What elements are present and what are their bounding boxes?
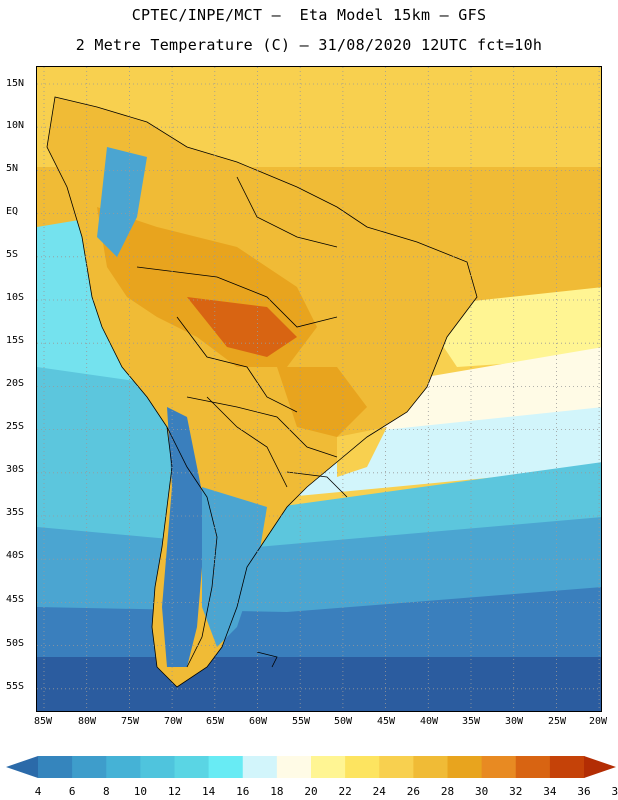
lon-label: 25W <box>547 716 567 727</box>
colorbar-cell <box>311 756 346 778</box>
map-title: CPTEC/INPE/MCT – Eta Model 15km – GFS <box>131 6 487 24</box>
colorbar-cell <box>549 756 585 778</box>
colorbar-cell <box>140 756 175 778</box>
colorbar-cell <box>106 756 141 778</box>
colorbar-cell <box>242 756 278 778</box>
colorbar-arrow-right <box>584 756 616 778</box>
lon-label: 55W <box>291 716 311 727</box>
lat-label: 50S <box>6 638 25 649</box>
country-borders <box>46 96 478 688</box>
lon-label: 60W <box>248 716 268 727</box>
lat-label: 30S <box>6 464 25 475</box>
lon-label: 30W <box>504 716 524 727</box>
colorbar-label: 30 <box>475 785 489 798</box>
ocean-band <box>37 657 601 711</box>
border-line <box>256 651 278 668</box>
colorbar-label: 26 <box>406 785 420 798</box>
colorbar-label: 14 <box>202 785 216 798</box>
colorbar-cell <box>208 756 244 778</box>
border-line <box>136 266 338 328</box>
border-line <box>236 176 338 248</box>
border-line <box>206 396 288 488</box>
lon-label: 40W <box>419 716 439 727</box>
lon-label: 45W <box>376 716 396 727</box>
lon-label: 20W <box>588 716 608 727</box>
colorbar-cell <box>38 756 73 778</box>
land-field <box>47 97 477 687</box>
lat-label: 25S <box>6 421 25 432</box>
colorbar-label: 22 <box>338 785 352 798</box>
colorbar-label: 20 <box>304 785 318 798</box>
colorbar-label: 36 <box>577 785 591 798</box>
colorbar-cell <box>276 756 312 778</box>
colorbar-label: 8 <box>102 785 110 798</box>
lat-label: 20S <box>6 378 25 389</box>
colorbar-cell <box>345 756 380 778</box>
coastline <box>46 96 478 688</box>
border-line <box>286 471 348 498</box>
colorbar-label: 10 <box>133 785 147 798</box>
patagonia-cool <box>202 487 267 647</box>
border-line <box>186 396 338 458</box>
northern-andes <box>97 147 147 257</box>
lat-label: 5N <box>6 163 19 174</box>
hot-region-south <box>277 367 367 437</box>
colorbar <box>6 756 616 778</box>
colorbar-cell <box>481 756 517 778</box>
lon-label: 70W <box>163 716 183 727</box>
colorbar-arrow-left <box>6 756 38 778</box>
temperature-legend: 4 6 8 10 12 14 16 18 20 22 24 26 28 30 32 34 36 38 <box>0 750 618 800</box>
colorbar-label: 32 <box>509 785 523 798</box>
lon-label: 80W <box>77 716 97 727</box>
colorbar-cell <box>174 756 210 778</box>
lon-label: 65W <box>205 716 225 727</box>
colorbar-label: 12 <box>167 785 182 798</box>
lat-label: 10N <box>6 120 25 131</box>
colorbar-label: 4 <box>34 785 42 798</box>
colorbar-label: 38 <box>611 785 618 798</box>
lat-label: 15N <box>6 78 25 89</box>
lat-label: EQ <box>6 206 19 217</box>
lat-label: 15S <box>6 335 25 346</box>
border-line <box>166 426 218 668</box>
colorbar-cell <box>72 756 107 778</box>
lat-label: 45S <box>6 594 25 605</box>
southeast-coast <box>337 427 387 477</box>
lat-label: 55S <box>6 681 25 692</box>
colorbar-label: 6 <box>68 785 76 798</box>
temperature-field <box>37 67 601 711</box>
lat-label: 5S <box>6 249 19 260</box>
lon-label: 85W <box>33 716 53 727</box>
lat-label: 35S <box>6 507 25 518</box>
colorbar-label: 28 <box>440 785 455 798</box>
colorbar-cell <box>379 756 414 778</box>
colorbar-cell <box>515 756 551 778</box>
colorbar-cell <box>447 756 483 778</box>
lon-label: 50W <box>333 716 353 727</box>
colorbar-cell <box>413 756 448 778</box>
colorbar-label: 34 <box>543 785 557 798</box>
border-line <box>176 316 298 413</box>
temperature-map <box>36 66 602 712</box>
colorbar-label: 16 <box>236 785 250 798</box>
map-subtitle: 2 Metre Temperature (C) – 31/08/2020 12U… <box>75 36 543 54</box>
colorbar-label: 24 <box>372 785 386 798</box>
lat-label: 10S <box>6 292 25 303</box>
lon-label: 75W <box>120 716 140 727</box>
lon-label: 35W <box>461 716 481 727</box>
colorbar-label: 18 <box>270 785 284 798</box>
lat-label: 40S <box>6 550 25 561</box>
